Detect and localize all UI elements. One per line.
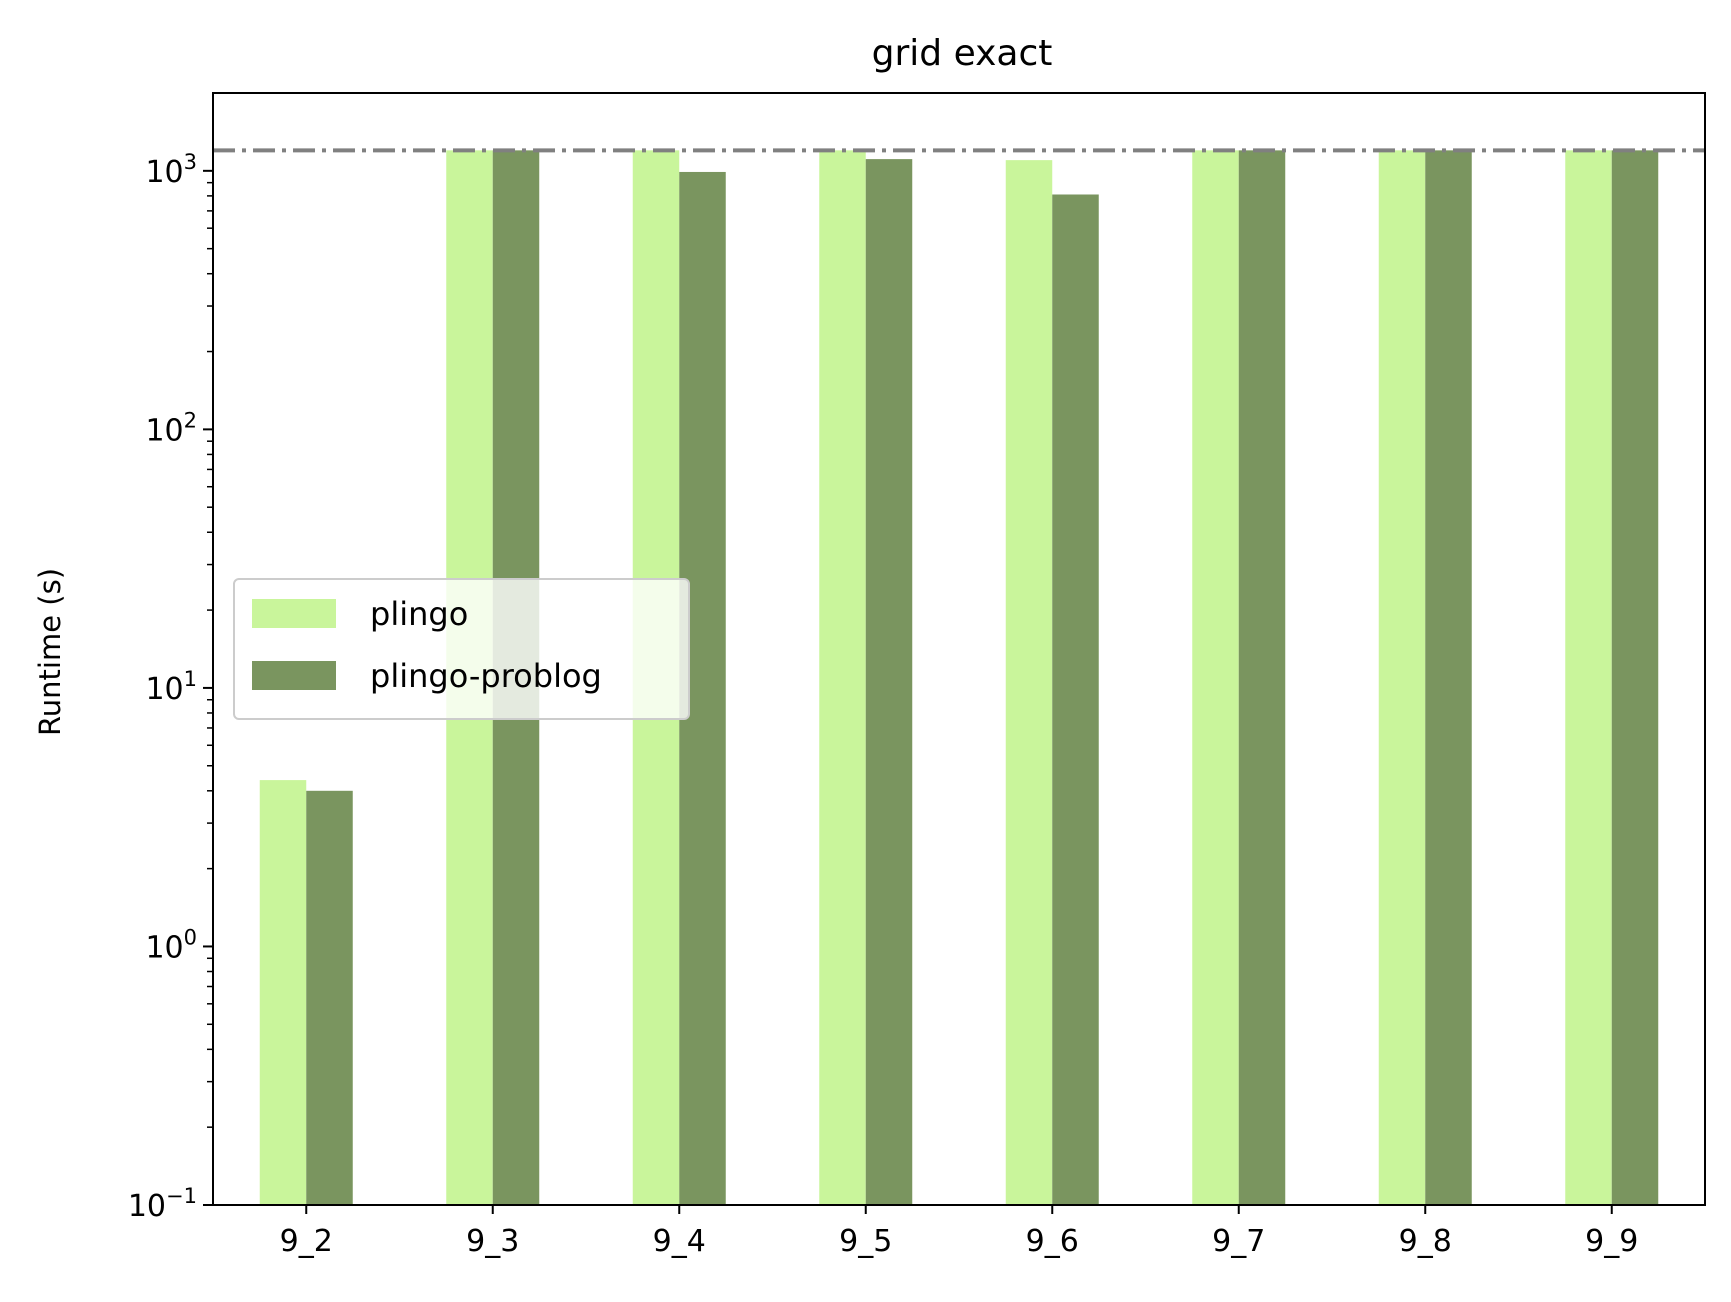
- y-tick-label-3: 102: [145, 408, 197, 448]
- bar-plingo-problog-9_5: [865, 159, 913, 1205]
- legend-label-plingo-problog: plingo-problog: [370, 657, 602, 695]
- x-tick-label-9_5: 9_5: [839, 1224, 892, 1259]
- x-tick-label-9_7: 9_7: [1212, 1224, 1265, 1259]
- bar-plingo-problog-9_6: [1052, 194, 1099, 1206]
- bar-plingo-problog-9_7: [1238, 150, 1286, 1205]
- bar-plingo-problog-9_2: [306, 790, 353, 1205]
- bar-plingo-9_5: [819, 150, 866, 1205]
- legend-swatch-plingo-problog: [252, 661, 336, 690]
- legend-swatch-plingo: [252, 599, 336, 628]
- y-tick-label-4: 103: [145, 150, 197, 190]
- x-tick-label-9_4: 9_4: [653, 1224, 706, 1259]
- y-tick-label-1: 100: [145, 925, 197, 965]
- x-tick-label-9_2: 9_2: [280, 1224, 333, 1259]
- bar-plingo-problog-9_9: [1611, 150, 1659, 1205]
- bar-plingo-9_9: [1565, 150, 1612, 1205]
- y-tick-label-2: 101: [145, 667, 197, 707]
- x-tick-label-9_9: 9_9: [1585, 1224, 1638, 1259]
- legend-box: [233, 578, 690, 720]
- chart-title: grid exact: [872, 33, 1053, 74]
- legend: plingo plingo-problog: [233, 578, 690, 720]
- plot-frame: [212, 92, 1706, 1206]
- bar-plingo-9_7: [1192, 150, 1239, 1205]
- bar-plingo-9_8: [1378, 150, 1426, 1205]
- x-tick-label-9_3: 9_3: [466, 1224, 519, 1259]
- y-axis-label: Runtime (s): [33, 568, 67, 736]
- bar-plingo-problog-9_8: [1425, 150, 1472, 1205]
- bar-plingo-9_2: [259, 780, 307, 1205]
- bar-plingo-9_6: [1005, 160, 1053, 1206]
- legend-label-plingo: plingo: [370, 595, 468, 633]
- axes-layer: 9_2 9_3 9_4 9_5 9_6 9_7 9_8 9_9 10−1 100 101 102 103: [128, 92, 1706, 1259]
- x-tick-label-9_6: 9_6: [1026, 1224, 1079, 1259]
- x-tick-label-9_8: 9_8: [1399, 1224, 1452, 1259]
- y-tick-label-0: 10−1: [128, 1184, 197, 1224]
